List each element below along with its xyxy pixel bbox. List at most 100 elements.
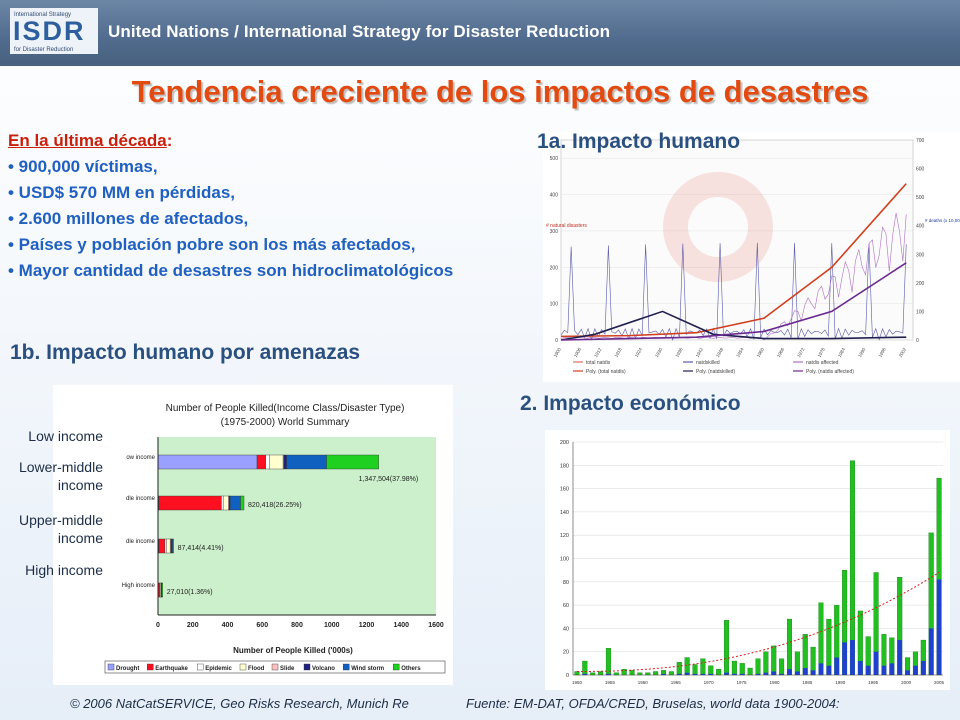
- bar-blue: [684, 672, 690, 675]
- legend-label: Wind storm: [351, 666, 384, 672]
- x-tick-label: 200: [187, 622, 199, 629]
- bar-green: [779, 658, 785, 676]
- intro-lead: En la última década:: [8, 131, 173, 150]
- bar-blue: [834, 657, 840, 675]
- y2-tick-label: 200: [916, 281, 925, 287]
- legend-swatch: [303, 663, 311, 671]
- x-tick-label: 1942: [695, 347, 705, 359]
- chart-impacto-humano: 0 100 200 300 400 500 0 100 200 300 400 500 600 700 19…: [543, 132, 960, 382]
- x-tick-label: 1936: [674, 347, 684, 359]
- bar-green: [582, 660, 588, 676]
- bar-blue: [606, 673, 611, 675]
- legend-label: Poly. (total natdis): [586, 369, 626, 375]
- bar-data-label: 87,414(4.41%): [178, 545, 224, 552]
- bar-segment: [256, 454, 266, 470]
- bar-blue: [763, 672, 769, 675]
- y-tick-label: 200: [550, 265, 559, 271]
- bar-green: [637, 672, 643, 676]
- series-line: [560, 310, 907, 341]
- x-tick-label: 1984: [837, 347, 847, 359]
- y2-tick-label: 300: [916, 252, 925, 258]
- chart-killed-by-income: Number of People Killed(Income Class/Dis…: [53, 385, 453, 685]
- x-tick-label: 1990: [857, 347, 867, 359]
- y-axis-label: # natural disasters: [546, 223, 587, 229]
- y-tick-label: 20: [563, 650, 569, 656]
- bar-segment: [172, 538, 174, 554]
- y-tick-label: 60: [563, 603, 569, 609]
- bullet-item: • 2.600 millones de afectados,: [8, 209, 249, 228]
- legend-label: natdis affected: [806, 360, 839, 366]
- x-tick-label: 1972: [796, 347, 806, 359]
- bar-blue: [857, 661, 863, 675]
- bar-green: [700, 658, 706, 676]
- bar-data-label: 1,347,504(37.98%): [359, 476, 419, 483]
- bar-segment: [158, 538, 166, 554]
- y-tick-label: 100: [560, 557, 569, 563]
- bar-blue: [850, 640, 855, 675]
- bar-segment: [283, 454, 287, 470]
- bar-blue: [920, 661, 926, 675]
- y-tick-label: 120: [560, 533, 569, 539]
- x-tick-label: 2005: [934, 680, 945, 685]
- y2-tick-label: 700: [916, 138, 925, 144]
- bar-green: [739, 663, 745, 676]
- bar-segment: [240, 495, 245, 511]
- legend-swatch: [107, 663, 115, 671]
- subtitle-impacto-humano: 1a. Impacto humano: [537, 130, 741, 153]
- legend-swatch: [196, 663, 204, 671]
- income-label-upper-middle: Upper-middle income: [18, 512, 103, 546]
- bar-blue: [795, 671, 800, 675]
- bar-green: [763, 651, 769, 676]
- x-tick-label: 1954: [735, 347, 745, 359]
- bar-segment: [265, 454, 270, 470]
- bar-green: [771, 645, 777, 676]
- header-title: United Nations / International Strategy …: [108, 22, 611, 41]
- x-tick-label: 1400: [393, 622, 409, 629]
- bar-green: [590, 672, 596, 676]
- bar-blue: [818, 663, 824, 675]
- x-tick-label: 1990: [835, 680, 846, 685]
- x-tick-label: 1955: [605, 680, 616, 685]
- legend-swatch: [146, 663, 154, 671]
- bar-blue: [826, 665, 832, 675]
- footer-credit: © 2006 NatCatSERVICE, Geo Risks Research…: [70, 696, 409, 711]
- y-tick-label: 0: [555, 338, 558, 344]
- trend-line: [576, 572, 940, 673]
- bar-segment: [221, 495, 224, 511]
- chart1b-title: Number of People Killed(Income Class/Dis…: [166, 403, 405, 414]
- bar-segment: [229, 495, 241, 511]
- logo-small-top: International Strategy: [14, 12, 71, 18]
- bar-blue: [708, 673, 714, 675]
- x-tick-label: 1960: [756, 347, 766, 359]
- chart1b-subtitle: (1975-2000) World Summary: [221, 417, 350, 428]
- y-tick-label: 100: [550, 302, 559, 308]
- intro-lead-text: En la última década: [8, 131, 167, 150]
- bullet-item: • USD$ 570 MM en pérdidas,: [8, 183, 236, 202]
- bar-blue: [873, 651, 879, 675]
- bar-segment: [158, 495, 222, 511]
- y-tick-label: 160: [560, 487, 569, 493]
- bar-blue: [676, 673, 682, 675]
- legend-swatch: [343, 663, 350, 671]
- bar-green: [755, 658, 761, 676]
- x-tick-label: 1912: [593, 347, 603, 359]
- bar-green: [574, 671, 580, 676]
- bar-green: [668, 671, 674, 676]
- x-tick-label: 1900: [553, 347, 563, 359]
- x-tick-label: 1930: [654, 347, 664, 359]
- x-tick-label: 400: [222, 622, 234, 629]
- bar-data-label: 27,010(1.36%): [167, 589, 213, 596]
- bar-blue: [732, 673, 737, 675]
- x-tick-label: 1980: [769, 680, 780, 685]
- x-tick-label: 2002: [898, 347, 908, 359]
- x-tick-label: 1600: [428, 622, 444, 629]
- subtitle-impacto-amenazas: 1b. Impacto humano por amenazas: [10, 341, 361, 364]
- bar-green: [653, 671, 659, 676]
- x-tick-label: 800: [291, 622, 303, 629]
- x-tick-label: 1918: [613, 347, 623, 359]
- bar-blue: [936, 579, 942, 675]
- y2-tick-label: 0: [916, 338, 919, 344]
- y2-tick-label: 100: [916, 309, 925, 315]
- income-label-high: High income: [25, 562, 103, 578]
